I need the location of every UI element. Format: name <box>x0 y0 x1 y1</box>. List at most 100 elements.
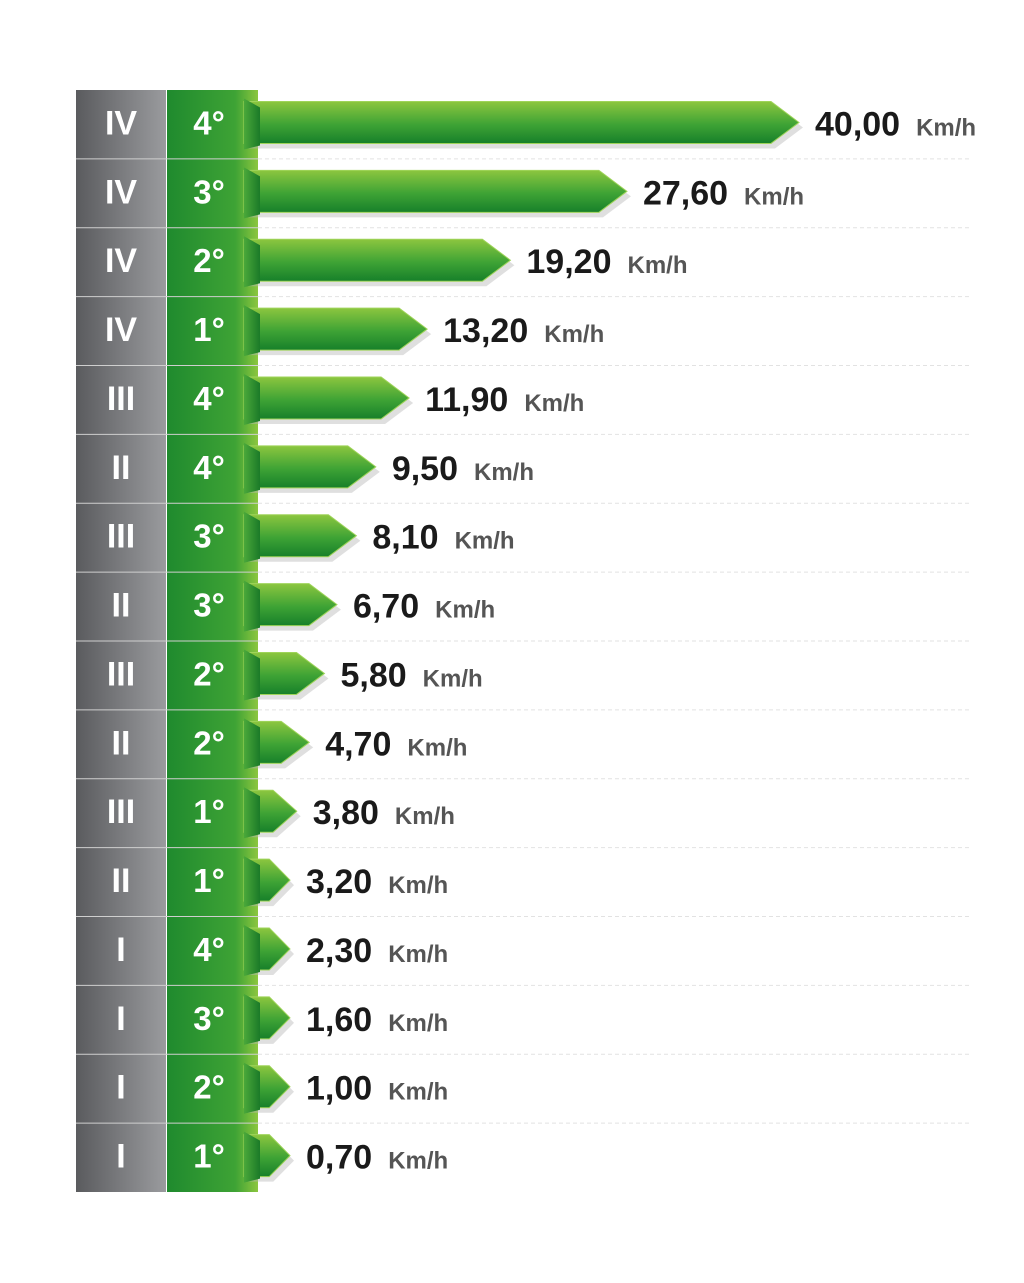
unit-label: Km/h <box>435 597 495 624</box>
gear-label: 1° <box>193 1138 225 1175</box>
unit-label: Km/h <box>744 183 804 210</box>
bar-row: II 2° 4,70 Km/h <box>112 718 467 770</box>
gear-label: 2° <box>193 1069 225 1106</box>
gear-label: 3° <box>193 1000 225 1037</box>
range-label: IV <box>105 173 137 211</box>
unit-label: Km/h <box>388 1079 448 1106</box>
bar-tab <box>244 1062 260 1114</box>
value-label: 13,20 <box>443 312 528 350</box>
bar-tab <box>244 442 260 494</box>
unit-label: Km/h <box>474 459 534 486</box>
range-label: III <box>107 655 135 693</box>
unit-label: Km/h <box>627 252 687 279</box>
value-label: 9,50 <box>392 450 458 488</box>
bar-tab <box>244 856 260 908</box>
unit-label: Km/h <box>455 528 515 555</box>
bar-tab <box>244 98 260 150</box>
gear-label: 1° <box>193 862 225 899</box>
unit-label: Km/h <box>388 1010 448 1037</box>
gear-label: 1° <box>193 311 225 348</box>
bar-tab <box>244 993 260 1045</box>
bar-row: I 2° 1,00 Km/h <box>116 1062 448 1114</box>
bar-row: I 1° 0,70 Km/h <box>116 1131 448 1183</box>
gear-label: 3° <box>193 173 225 210</box>
unit-label: Km/h <box>916 114 976 141</box>
bar-tab <box>244 1131 260 1183</box>
bar-row: II 1° 3,20 Km/h <box>112 856 448 908</box>
gear-label: 4° <box>193 380 225 417</box>
value-label: 27,60 <box>643 174 728 212</box>
value-label: 0,70 <box>306 1139 372 1177</box>
bar-row: IV 1° 13,20 Km/h <box>105 305 604 357</box>
bar-tab <box>244 924 260 976</box>
range-label: II <box>112 862 131 900</box>
gear-label: 3° <box>193 587 225 624</box>
value-label: 2,30 <box>306 932 372 970</box>
bar-tab <box>244 787 260 839</box>
value-label: 1,60 <box>306 1001 372 1039</box>
range-label: II <box>112 724 131 762</box>
range-label: I <box>116 1069 125 1107</box>
gear-label: 4° <box>193 104 225 141</box>
unit-label: Km/h <box>423 665 483 692</box>
bar-row: III 4° 11,90 Km/h <box>107 373 584 425</box>
range-label: IV <box>105 242 137 280</box>
bar <box>243 376 410 420</box>
unit-label: Km/h <box>395 803 455 830</box>
gear-label: 2° <box>193 242 225 279</box>
range-label: I <box>116 931 125 969</box>
unit-label: Km/h <box>544 321 604 348</box>
bar-row: IV 4° 40,00 Km/h <box>105 98 976 150</box>
bar-row: I 4° 2,30 Km/h <box>116 924 448 976</box>
range-label: III <box>107 380 135 418</box>
range-label: I <box>116 1000 125 1038</box>
unit-label: Km/h <box>388 1148 448 1175</box>
bar <box>243 238 512 282</box>
value-label: 8,10 <box>372 519 438 557</box>
value-label: 1,00 <box>306 1070 372 1108</box>
unit-label: Km/h <box>407 734 467 761</box>
unit-label: Km/h <box>524 390 584 417</box>
bar-row: I 3° 1,60 Km/h <box>116 993 448 1045</box>
range-label: IV <box>105 104 137 142</box>
bar-tab <box>244 511 260 563</box>
bar-tab <box>244 236 260 288</box>
range-label: III <box>107 793 135 831</box>
bar-row: IV 3° 27,60 Km/h <box>105 167 804 219</box>
value-label: 3,80 <box>313 794 379 832</box>
value-label: 11,90 <box>425 381 508 419</box>
bar-tab <box>244 305 260 357</box>
bar-row: III 2° 5,80 Km/h <box>107 649 483 701</box>
bar <box>243 100 800 144</box>
range-label: III <box>107 518 135 556</box>
gear-label: 3° <box>193 518 225 555</box>
grid-lines <box>258 158 970 1124</box>
range-label: I <box>116 1138 125 1176</box>
bar-tab <box>244 580 260 632</box>
bar-row: III 1° 3,80 Km/h <box>107 787 455 839</box>
bar <box>243 169 628 213</box>
bar-row: III 3° 8,10 Km/h <box>107 511 515 563</box>
range-label: II <box>112 587 131 625</box>
bar-row: IV 2° 19,20 Km/h <box>105 236 687 288</box>
value-label: 5,80 <box>340 656 406 694</box>
range-label: II <box>112 449 131 487</box>
bar-row: II 4° 9,50 Km/h <box>112 442 534 494</box>
gear-label: 4° <box>193 931 225 968</box>
gear-label: 2° <box>193 724 225 761</box>
value-label: 4,70 <box>325 725 391 763</box>
value-label: 19,20 <box>526 243 611 281</box>
bar-tab <box>244 649 260 701</box>
unit-label: Km/h <box>388 941 448 968</box>
value-label: 40,00 <box>815 105 900 143</box>
gear-label: 4° <box>193 449 225 486</box>
range-label: IV <box>105 311 137 349</box>
unit-label: Km/h <box>388 872 448 899</box>
bar-tab <box>244 373 260 425</box>
value-label: 3,20 <box>306 863 372 901</box>
bar-tab <box>244 167 260 219</box>
bar <box>243 445 377 489</box>
bar-row: II 3° 6,70 Km/h <box>112 580 495 632</box>
value-label: 6,70 <box>353 588 419 626</box>
